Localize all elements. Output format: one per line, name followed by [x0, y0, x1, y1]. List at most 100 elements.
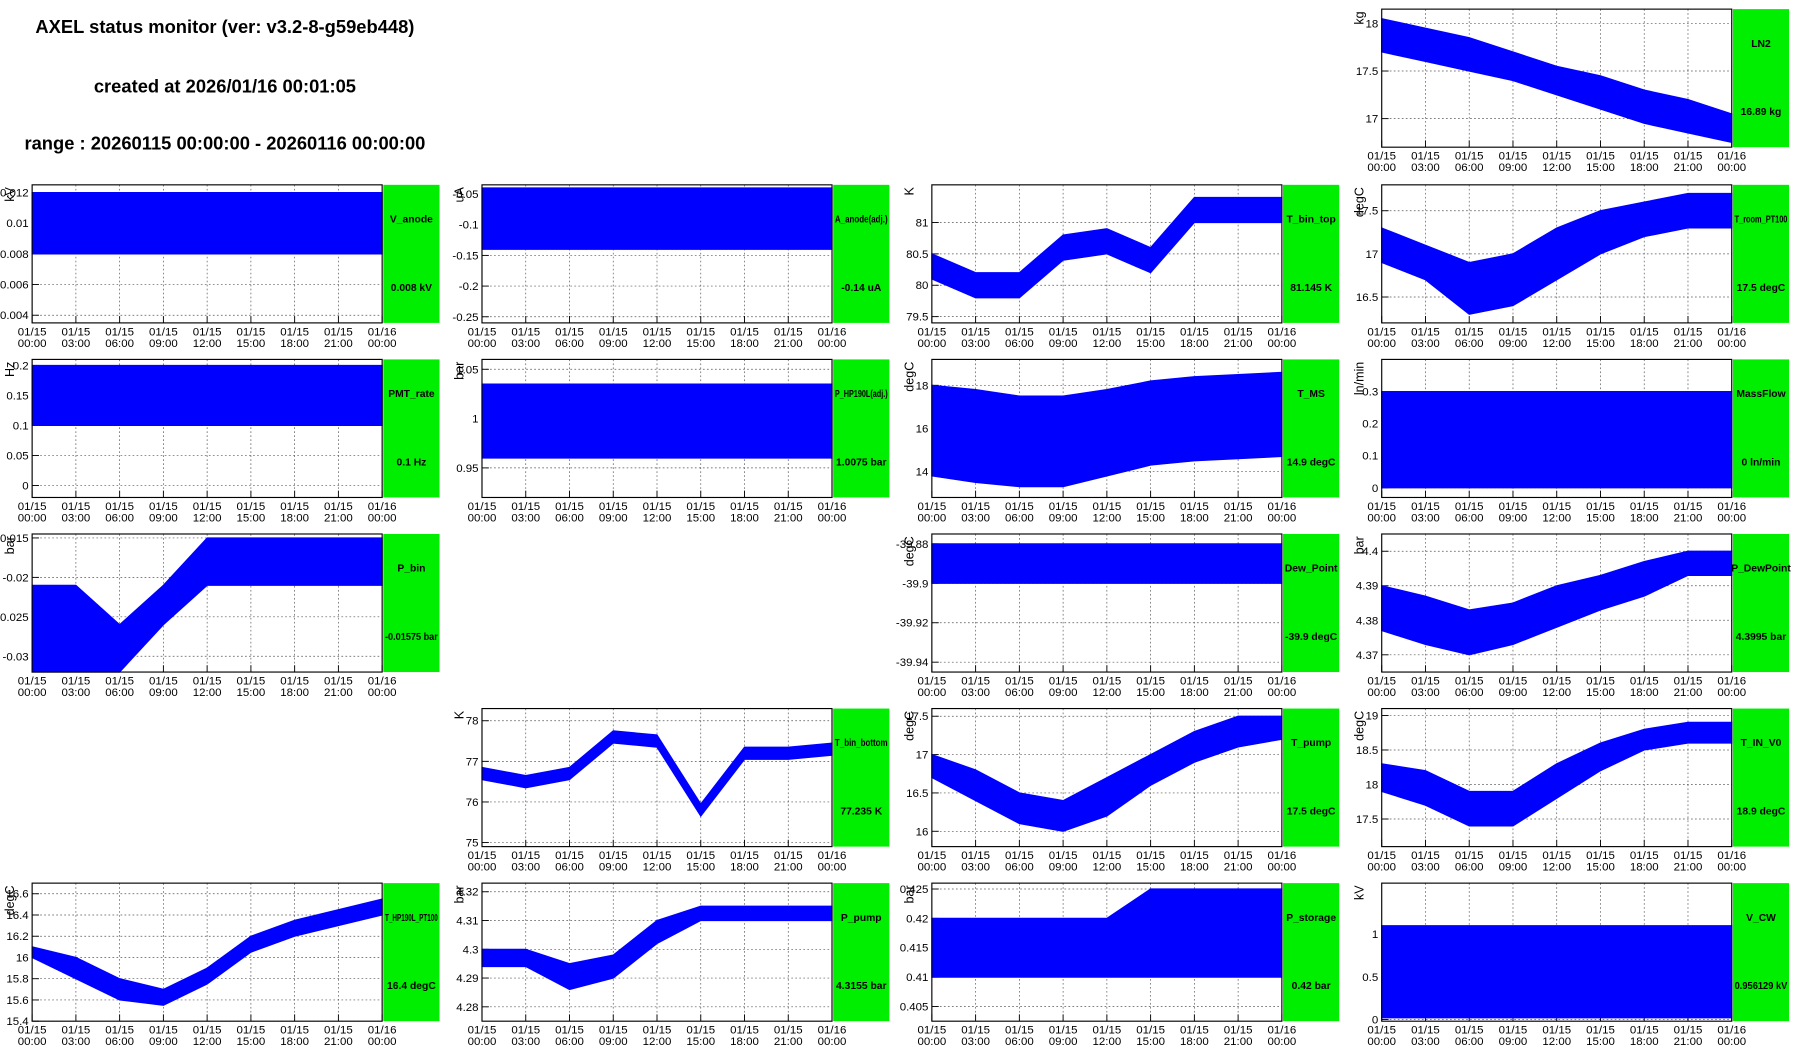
x-tick-time: 00:00 — [1717, 338, 1746, 350]
x-tick-date: 01/15 — [1586, 676, 1615, 688]
plot-frame — [1381, 358, 1733, 499]
x-tick-time: 03:00 — [1411, 338, 1440, 350]
data-band — [1381, 925, 1733, 1019]
x-tick-time: 06:00 — [105, 687, 134, 699]
data-band — [931, 888, 1283, 978]
plot-frame — [31, 358, 383, 499]
x-tick-time: 00:00 — [18, 1036, 47, 1048]
x-tick-time: 12:00 — [1093, 1036, 1122, 1048]
x-tick-time: 18:00 — [730, 862, 759, 874]
status-name: T_room_PT100 — [1735, 215, 1788, 226]
y-tick-label: 0.415 — [900, 943, 929, 955]
x-tick-time: 12:00 — [193, 338, 222, 350]
y-tick-label: 14 — [916, 467, 929, 479]
x-tick-date: 01/15 — [1455, 326, 1484, 338]
x-tick-time: 00:00 — [468, 1036, 497, 1048]
x-tick-date: 01/15 — [1586, 326, 1615, 338]
x-tick-date: 01/15 — [1586, 850, 1615, 862]
plot-frame — [481, 882, 833, 1022]
y-tick-label: -39.88 — [896, 539, 929, 551]
status-value: 16.4 degC — [387, 981, 436, 992]
plot-frame — [931, 184, 1283, 324]
status-name: P_bin — [397, 564, 425, 575]
y-tick-label: 81 — [916, 218, 929, 230]
y-axis-unit: kV — [3, 187, 17, 202]
x-tick-date: 01/15 — [1180, 676, 1209, 688]
x-tick-date: 01/15 — [961, 676, 990, 688]
x-tick-time: 00:00 — [18, 338, 47, 350]
status-name: MassFlow — [1736, 389, 1786, 400]
x-tick-date: 01/15 — [686, 326, 715, 338]
data-band — [31, 537, 383, 673]
x-tick-time: 21:00 — [1674, 512, 1703, 524]
x-tick-date: 01/15 — [961, 326, 990, 338]
x-tick-time: 15:00 — [237, 1036, 266, 1048]
y-tick-label: 80 — [916, 280, 929, 292]
status-name: T_IN_V0 — [1741, 738, 1782, 749]
status-value: 0.1 Hz — [397, 458, 427, 469]
plot-frame — [1381, 707, 1733, 848]
y-axis-unit: ln/min — [1352, 362, 1366, 395]
y-tick-label: 4.28 — [456, 1002, 478, 1014]
x-tick-date: 01/15 — [18, 1025, 47, 1037]
x-tick-date: 01/15 — [1093, 1025, 1122, 1037]
x-tick-date: 01/15 — [193, 501, 222, 513]
x-tick-date: 01/15 — [324, 1025, 353, 1037]
x-tick-date: 01/16 — [1268, 1025, 1297, 1037]
plot-frame — [31, 882, 383, 1022]
x-tick-date: 01/15 — [1136, 326, 1165, 338]
x-tick-date: 01/15 — [1411, 850, 1440, 862]
x-tick-date: 01/15 — [149, 1025, 178, 1037]
x-tick-date: 01/15 — [1674, 1025, 1703, 1037]
x-tick-date: 01/15 — [961, 501, 990, 513]
x-tick-date: 01/15 — [1499, 850, 1528, 862]
x-tick-date: 01/15 — [1367, 501, 1396, 513]
x-tick-date: 01/15 — [468, 326, 497, 338]
x-tick-date: 01/15 — [774, 1025, 803, 1037]
x-tick-time: 18:00 — [730, 1036, 759, 1048]
y-axis-unit: degC — [1352, 711, 1366, 741]
x-tick-time: 21:00 — [324, 687, 353, 699]
x-tick-time: 03:00 — [1411, 512, 1440, 524]
x-tick-time: 15:00 — [1136, 338, 1165, 350]
status-box — [1283, 533, 1340, 673]
x-tick-time: 00:00 — [918, 862, 947, 874]
x-tick-date: 01/15 — [1499, 676, 1528, 688]
x-tick-time: 15:00 — [1586, 862, 1615, 874]
x-tick-date: 01/15 — [62, 676, 91, 688]
x-tick-date: 01/15 — [105, 501, 134, 513]
x-tick-date: 01/15 — [1093, 850, 1122, 862]
x-tick-time: 09:00 — [149, 1036, 178, 1048]
y-tick-label: 0.006 — [0, 280, 29, 292]
y-axis-unit: degC — [3, 885, 17, 915]
y-tick-label: 16 — [916, 826, 929, 838]
x-tick-date: 01/15 — [1499, 326, 1528, 338]
x-tick-date: 01/15 — [1136, 850, 1165, 862]
data-band — [931, 371, 1283, 488]
x-tick-date: 01/15 — [1049, 850, 1078, 862]
x-tick-time: 03:00 — [511, 1036, 540, 1048]
x-tick-time: 03:00 — [1411, 1036, 1440, 1048]
x-tick-date: 01/15 — [468, 501, 497, 513]
x-tick-date: 01/16 — [368, 1025, 397, 1037]
x-tick-date: 01/15 — [918, 676, 947, 688]
x-tick-date: 01/15 — [18, 326, 47, 338]
x-tick-date: 01/15 — [1411, 1025, 1440, 1037]
x-tick-date: 01/15 — [1542, 326, 1571, 338]
x-tick-time: 21:00 — [324, 1036, 353, 1048]
data-band — [481, 383, 833, 459]
y-tick-label: 0.1 — [1362, 451, 1378, 463]
status-name: T_HP190L_PT100 — [385, 913, 438, 924]
x-tick-date: 01/15 — [1224, 850, 1253, 862]
x-tick-time: 15:00 — [1586, 162, 1615, 174]
x-tick-date: 01/15 — [1542, 850, 1571, 862]
x-tick-time: 21:00 — [1674, 162, 1703, 174]
x-tick-time: 12:00 — [1542, 338, 1571, 350]
x-tick-time: 03:00 — [1411, 862, 1440, 874]
y-tick-label: 16 — [16, 952, 29, 964]
x-tick-date: 01/16 — [1717, 151, 1746, 163]
x-tick-date: 01/15 — [1005, 676, 1034, 688]
y-tick-label: 15.4 — [6, 1016, 29, 1028]
x-tick-time: 09:00 — [1049, 1036, 1078, 1048]
y-axis-unit: bar — [453, 885, 467, 903]
